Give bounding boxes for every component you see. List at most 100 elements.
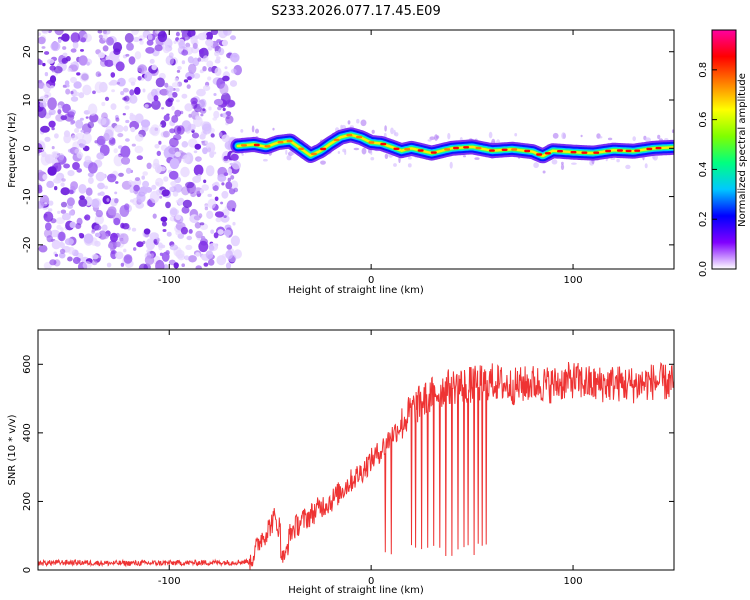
noise-blob	[69, 221, 76, 228]
colorbar-gradient	[711, 29, 737, 270]
noise-blob	[44, 202, 48, 205]
noise-blob	[41, 151, 47, 158]
noise-blob	[61, 212, 71, 221]
noise-blob	[102, 30, 107, 35]
noise-blob	[82, 84, 92, 96]
noise-blob	[118, 145, 123, 149]
noise-blob	[162, 130, 170, 138]
noise-blob	[141, 175, 145, 180]
ridge-speckle	[607, 137, 613, 141]
noise-blob	[225, 115, 234, 124]
noise-blob	[94, 81, 104, 94]
noise-blob	[166, 231, 172, 237]
noise-blob	[42, 83, 51, 93]
noise-blob	[133, 184, 140, 192]
noise-blob	[188, 63, 197, 74]
noise-blob	[171, 115, 179, 123]
noise-blob	[57, 109, 62, 115]
noise-blob	[217, 106, 222, 111]
noise-blob	[78, 92, 85, 99]
noise-blob	[48, 120, 56, 128]
noise-blob	[213, 110, 220, 119]
noise-blob	[207, 198, 216, 209]
noise-blob	[54, 186, 58, 191]
noise-blob	[181, 30, 189, 35]
noise-blob	[162, 229, 167, 232]
noise-blob	[88, 162, 98, 174]
y-tick-label: 400	[22, 423, 33, 442]
noise-blob	[142, 240, 146, 244]
chart-title: S233.2026.077.17.45.E09	[271, 4, 440, 19]
noise-blob	[104, 59, 114, 67]
noise-blob	[155, 77, 165, 88]
noise-blob	[210, 133, 215, 138]
noise-blob	[74, 128, 80, 133]
noise-blob	[67, 256, 73, 262]
ridge-speckle	[571, 162, 577, 165]
noise-blob	[117, 133, 124, 138]
noise-blob	[211, 183, 215, 187]
noise-blob	[110, 72, 116, 78]
noise-blob	[208, 106, 212, 111]
noise-blob	[207, 259, 215, 266]
noise-blob	[114, 198, 119, 204]
noise-blob	[46, 180, 55, 188]
noise-blob	[70, 76, 77, 84]
snr-line	[38, 361, 674, 570]
noise-blob	[95, 209, 104, 218]
noise-blob	[52, 151, 60, 159]
ridge-speckle	[384, 125, 387, 132]
noise-blob	[177, 197, 185, 206]
noise-blob	[223, 30, 232, 36]
ridge-speckle	[370, 157, 375, 161]
noise-blob	[134, 133, 144, 142]
noise-blob	[60, 201, 68, 208]
noise-blob	[70, 120, 76, 124]
noise-blob	[75, 119, 84, 129]
ridge-speckle	[427, 139, 432, 142]
noise-blob	[192, 42, 198, 50]
noise-blob	[115, 241, 121, 248]
noise-blob	[229, 162, 234, 166]
noise-blob	[158, 140, 162, 145]
noise-blob	[56, 224, 62, 230]
noise-blob	[107, 173, 117, 183]
ridge-speckle	[671, 129, 674, 133]
noise-blob	[143, 228, 151, 235]
noise-blob	[106, 36, 114, 46]
noise-blob	[210, 229, 215, 234]
noise-blob	[221, 39, 228, 47]
noise-blob	[227, 100, 236, 108]
noise-blob	[193, 73, 201, 79]
noise-blob	[47, 58, 55, 64]
noise-blob	[196, 88, 206, 97]
noise-blob	[195, 115, 200, 120]
noise-blob	[86, 61, 90, 66]
noise-blob	[218, 47, 225, 56]
ridge-speckle	[251, 125, 255, 133]
noise-blob	[129, 89, 135, 96]
noise-blob	[114, 191, 118, 195]
x-tick-label: -100	[158, 275, 181, 286]
noise-blob	[44, 136, 51, 142]
noise-blob	[95, 171, 106, 182]
noise-blob	[144, 255, 155, 266]
noise-blob	[104, 185, 108, 190]
noise-blob	[165, 201, 171, 209]
noise-blob	[186, 30, 196, 38]
noise-blob	[51, 240, 61, 250]
ridge-speckle	[353, 147, 360, 151]
noise-blob	[63, 163, 70, 169]
ridge-speckle	[463, 155, 466, 158]
noise-blob	[38, 244, 48, 253]
noise-blob	[38, 32, 41, 36]
noise-blob	[205, 250, 214, 260]
noise-blob	[228, 172, 232, 176]
noise-blob	[163, 264, 169, 269]
noise-blob	[66, 197, 75, 207]
noise-blob	[208, 67, 213, 72]
noise-blob	[38, 184, 43, 192]
noise-blob	[54, 133, 59, 139]
noise-blob	[180, 166, 190, 178]
noise-blob	[72, 41, 79, 49]
